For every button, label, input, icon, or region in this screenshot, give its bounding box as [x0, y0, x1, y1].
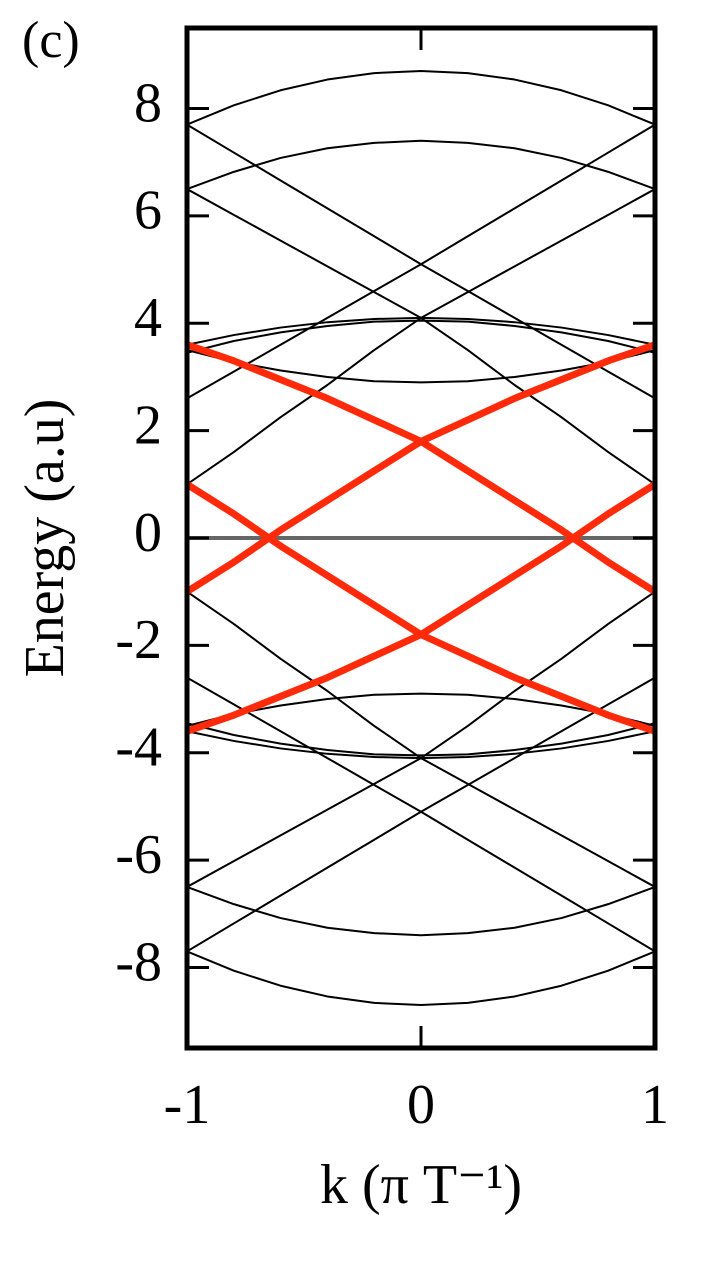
plot-frame [184, 25, 658, 1051]
band-line [187, 139, 655, 190]
y-tick-label: -8 [115, 931, 162, 993]
x-tick-label: 0 [407, 1074, 435, 1136]
y-tick-label: 2 [134, 394, 162, 456]
y-tick-label: -6 [115, 824, 162, 886]
y-tick-label: -4 [115, 717, 162, 779]
x-axis-label: k (π T⁻¹) [320, 1154, 522, 1216]
band-line [187, 676, 655, 953]
x-tick-label: -1 [164, 1074, 211, 1136]
x-tick-label: 1 [641, 1074, 669, 1136]
band-line [187, 123, 655, 400]
y-tick-label: -2 [115, 609, 162, 671]
y-tick-label: 6 [134, 180, 162, 242]
band-line [187, 349, 655, 384]
y-tick-label: 0 [134, 502, 162, 564]
band-line [187, 341, 655, 595]
y-tick-label: 8 [134, 72, 162, 134]
band-line [187, 316, 655, 346]
band-line [187, 886, 655, 937]
band-line [187, 722, 655, 757]
band-line [187, 950, 655, 1007]
panel-label: (c) [22, 12, 80, 69]
band-line [187, 730, 655, 760]
y-tick-label: 4 [134, 287, 162, 349]
band-line [187, 692, 655, 727]
y-axis-label: Energy (a.u) [14, 399, 76, 678]
band-line [187, 69, 655, 126]
band-line [187, 481, 655, 735]
band-line [187, 319, 655, 354]
